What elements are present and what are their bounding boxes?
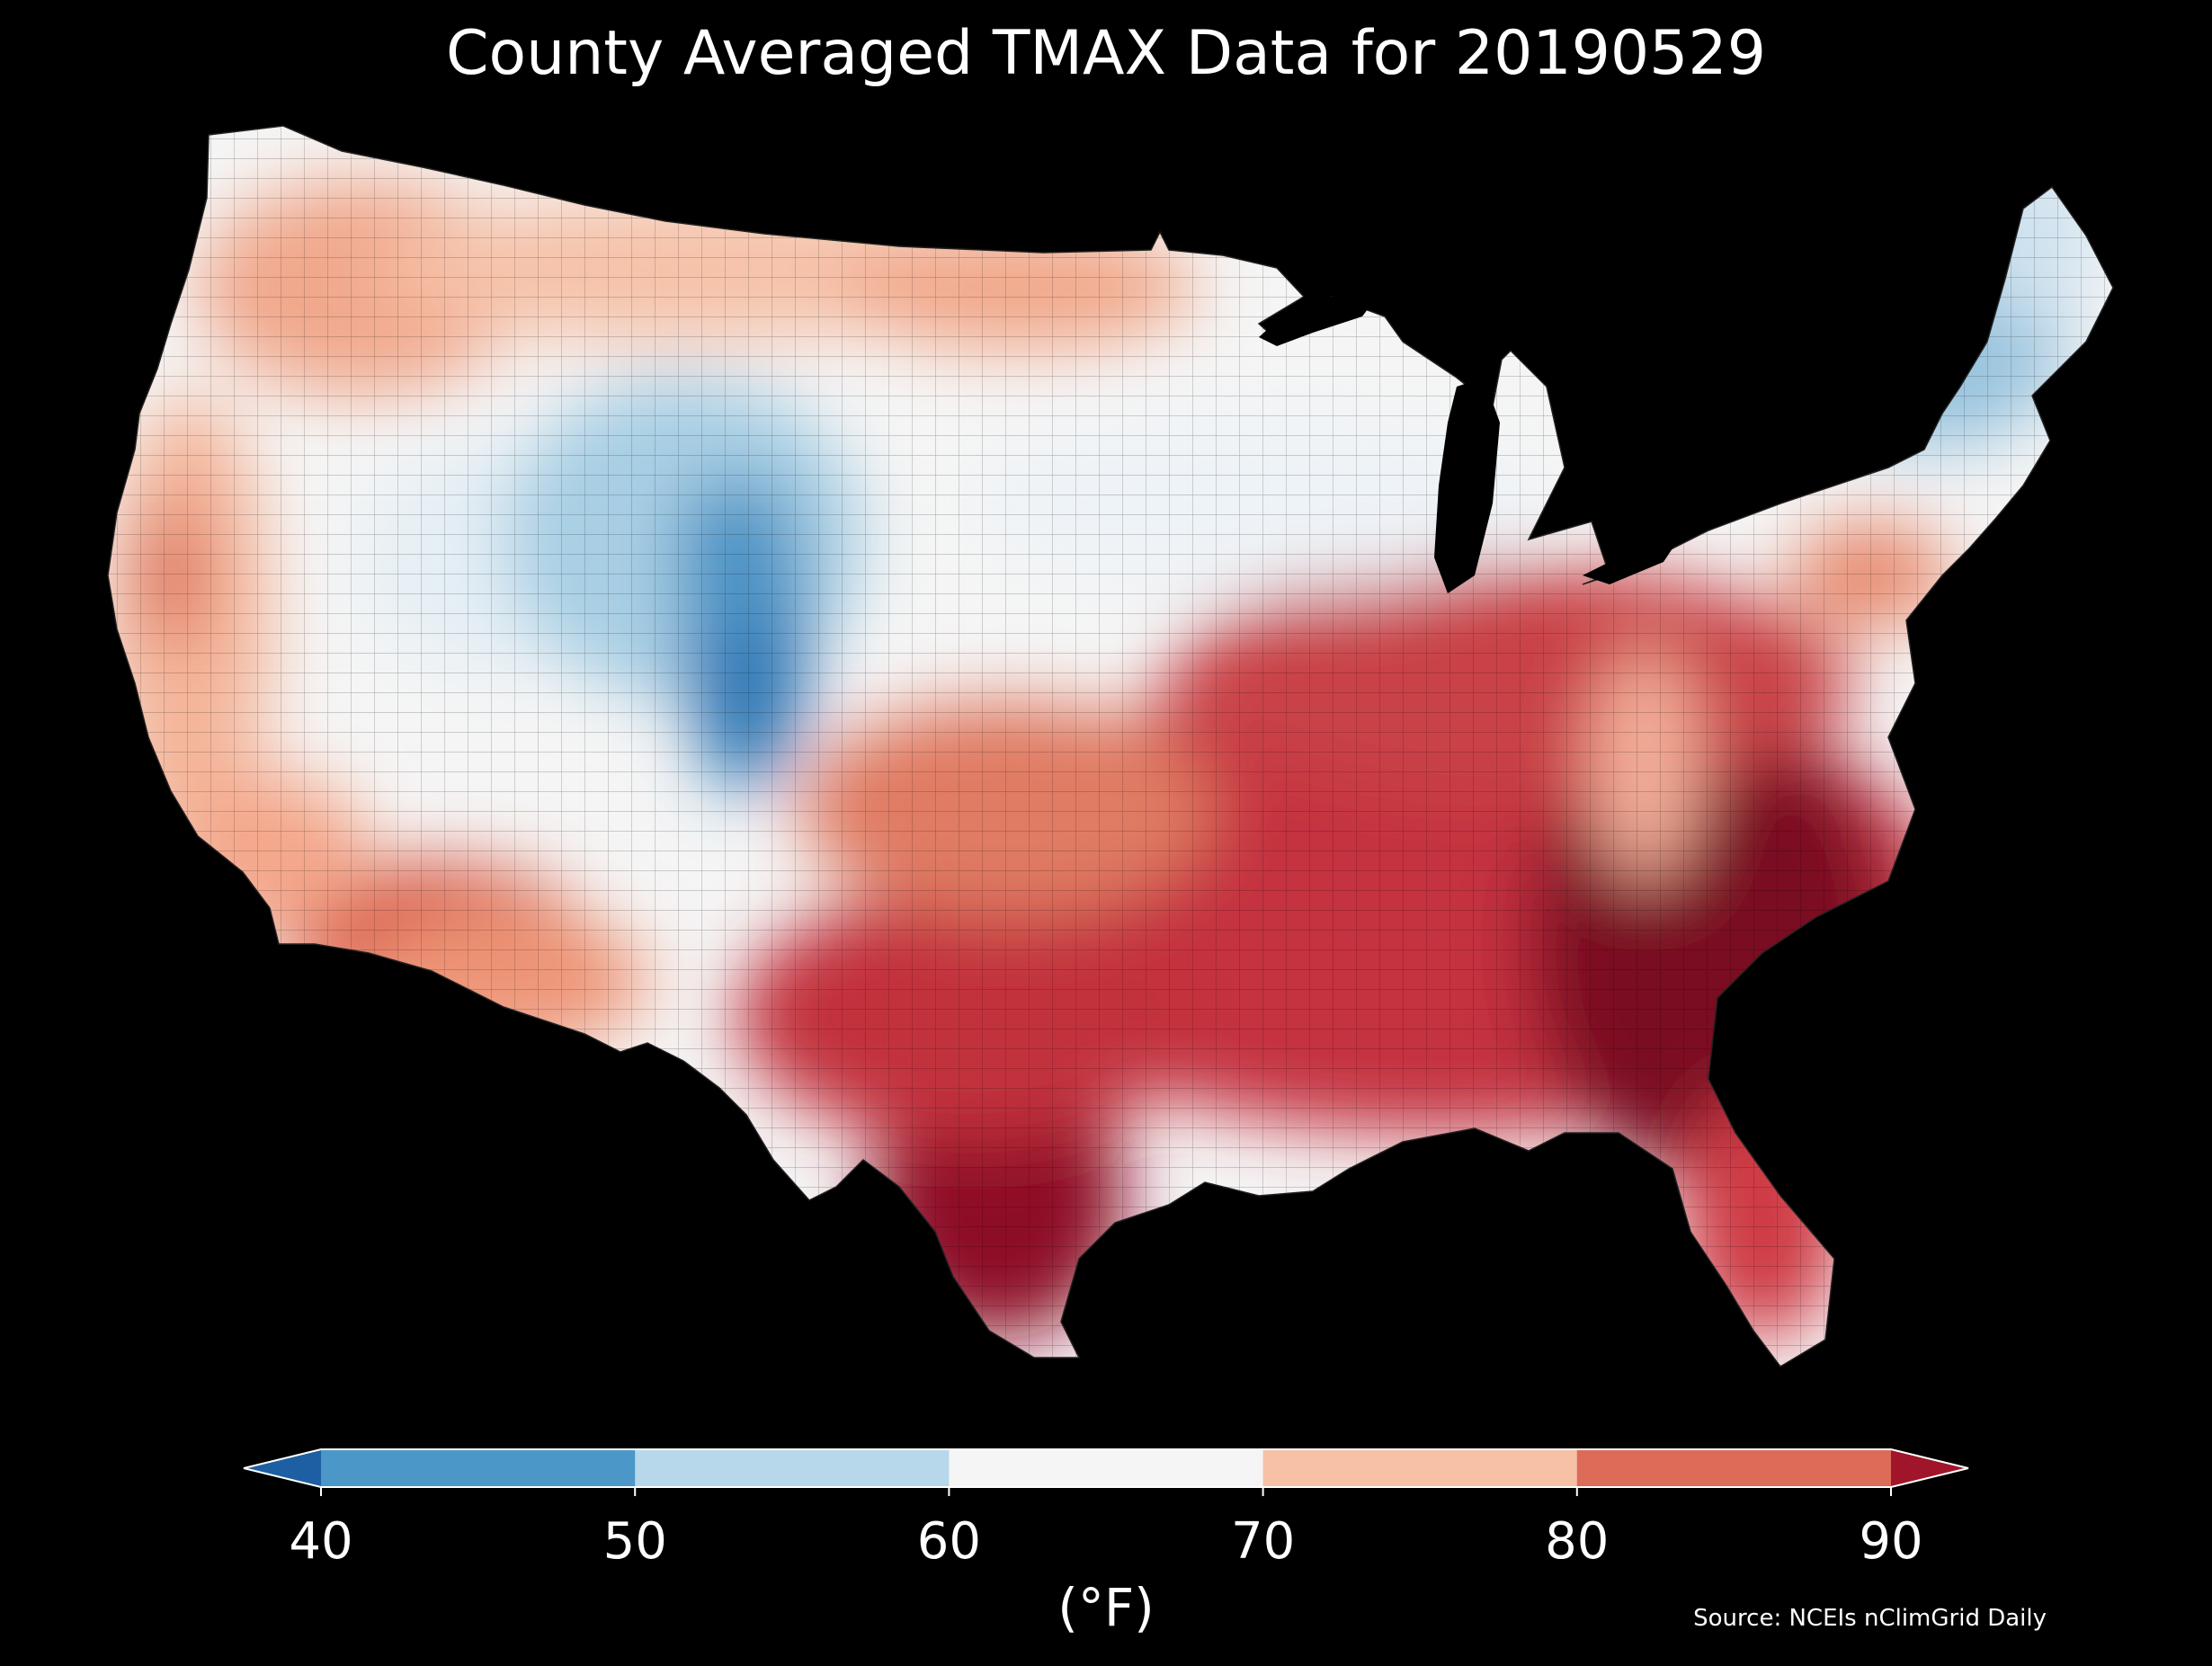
colorbar-extend-low [244,1449,321,1487]
source-label: Source: NCEIs nClimGrid Daily [1693,1605,2047,1632]
colorbar-bin-70-80 [1262,1449,1578,1487]
colorbar-tick-label: 40 [289,1512,352,1571]
colorbar-bin-40-50 [321,1449,636,1487]
lake-michigan [1434,378,1500,593]
colorbar-unit-label: (°F) [1057,1577,1155,1638]
colorbar: 40 50 60 70 80 90 [243,1448,1969,1571]
lake-superior [1259,286,1385,346]
colorbar-bin-80-90 [1576,1449,1892,1487]
colorbar-extend-high [1891,1449,1968,1487]
colorbar-tick-label: 80 [1545,1512,1609,1571]
colorbar-tick-label: 50 [603,1512,667,1571]
colorbar-bin-60-70 [949,1449,1264,1487]
colorbar-tick-label: 70 [1231,1512,1295,1571]
colorbar-tick-label: 90 [1859,1512,1922,1571]
colorbar-bin-50-60 [635,1449,950,1487]
lake-erie [1583,535,1681,584]
colorbar-tick-label: 60 [917,1512,981,1571]
chart-title: County Averaged TMAX Data for 20190529 [446,18,1766,89]
us-outline [107,125,2114,1368]
